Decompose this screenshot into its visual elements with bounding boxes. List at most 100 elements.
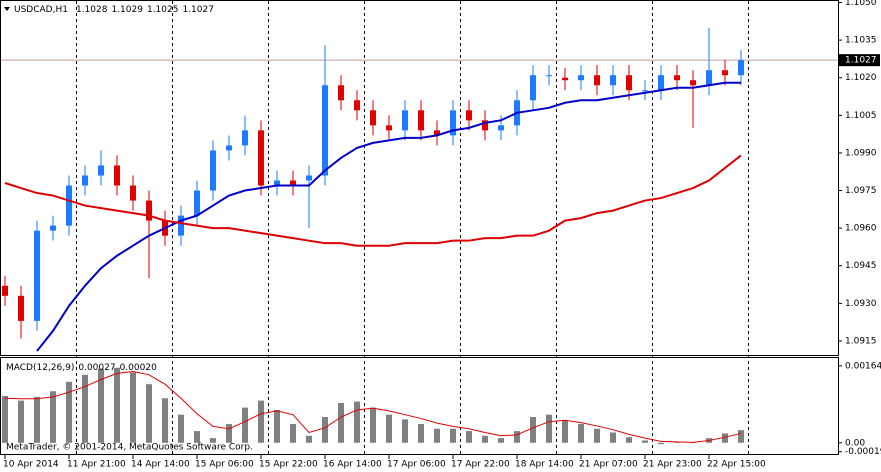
candle-body xyxy=(642,90,648,92)
menu-triangle xyxy=(4,7,10,11)
x-tick-label: 14 Apr 14:00 xyxy=(131,460,190,470)
last-price-label: 1.1027 xyxy=(845,56,877,66)
main-panel-frame xyxy=(0,0,839,356)
macd-bar xyxy=(130,372,136,443)
macd-bar xyxy=(290,424,296,443)
candle-body xyxy=(482,120,488,131)
candle-body xyxy=(274,180,280,186)
macd-bar xyxy=(50,391,56,443)
candle-body xyxy=(178,215,184,236)
candle-body xyxy=(146,200,152,221)
macd-bar xyxy=(178,414,184,443)
macd-bar xyxy=(306,435,312,443)
macd-bar xyxy=(418,424,424,443)
macd-bar xyxy=(210,438,216,443)
macd-bar xyxy=(578,424,584,443)
candle-body xyxy=(2,285,8,296)
candle-body xyxy=(722,70,728,76)
macd-bar xyxy=(482,435,488,443)
macd-bar xyxy=(402,419,408,443)
macd-bar xyxy=(98,368,104,443)
candle-body xyxy=(706,70,712,86)
candle-body xyxy=(546,75,552,77)
candle-body xyxy=(338,85,344,101)
macd-bar xyxy=(562,420,568,443)
header-text: USDCAD,H1 xyxy=(14,5,68,15)
x-tick-label: 15 Apr 06:00 xyxy=(195,460,254,470)
macd-bar xyxy=(514,431,520,443)
macd-bar xyxy=(354,401,360,443)
macd-bar xyxy=(434,428,440,443)
x-tick-label: 15 Apr 22:00 xyxy=(259,460,318,470)
candle-body xyxy=(578,75,584,81)
candle-body xyxy=(434,130,440,136)
x-tick-label: 11 Apr 21:00 xyxy=(67,460,126,470)
macd-bar xyxy=(258,400,264,443)
x-tick-label: 16 Apr 14:00 xyxy=(323,460,382,470)
chart-header: USDCAD,H1 1.1028 1.1029 1.1025 1.1027 xyxy=(14,5,214,15)
macd-bar xyxy=(546,414,552,443)
macd-bar xyxy=(82,374,88,443)
signal-line xyxy=(4,371,742,443)
candle-body xyxy=(610,75,616,86)
candle-body xyxy=(626,75,632,91)
candle-body xyxy=(66,185,72,226)
candle-body xyxy=(194,190,200,216)
macd-bar xyxy=(594,428,600,443)
macd-bar xyxy=(658,442,664,445)
macd-bar xyxy=(66,381,72,443)
macd-bar xyxy=(274,409,280,443)
candle-body xyxy=(674,75,680,81)
header-text: 1.1029 xyxy=(111,5,143,15)
candle-body xyxy=(370,110,376,126)
macd-bar xyxy=(610,432,616,443)
macd-bar xyxy=(194,431,200,443)
candle-body xyxy=(738,60,744,76)
moving-average xyxy=(4,154,742,247)
macd-bar xyxy=(338,402,344,443)
macd-bar xyxy=(114,367,120,443)
moving-average xyxy=(36,81,741,352)
macd-bar xyxy=(226,424,232,443)
x-tick-label: 21 Apr 23:00 xyxy=(643,460,702,470)
candle-body xyxy=(210,150,216,191)
macd-bar xyxy=(498,438,504,443)
macd-bar xyxy=(2,395,8,443)
x-tick-label: 22 Apr 15:00 xyxy=(707,460,766,470)
macd-bar xyxy=(242,407,248,443)
x-tick-label: 17 Apr 22:00 xyxy=(451,460,510,470)
header-text: 1.1027 xyxy=(182,5,214,15)
macd-header-text: MACD(12,26,9) xyxy=(6,363,74,373)
y-tick-label: 1.1050 xyxy=(845,0,877,8)
macd-bar xyxy=(386,414,392,443)
y-tick-label: 1.1020 xyxy=(845,73,877,83)
y-tick-label: 1.0945 xyxy=(845,261,877,271)
candle-body xyxy=(130,185,136,201)
candle-body xyxy=(402,110,408,131)
x-tick-label: 10 Apr 2014 xyxy=(3,460,59,470)
macd-panel-frame xyxy=(0,357,839,455)
candle-body xyxy=(354,100,360,111)
candle-body xyxy=(258,130,264,186)
candle-body xyxy=(82,175,88,186)
candle-body xyxy=(530,75,536,101)
candle-body xyxy=(50,225,56,231)
day-separators xyxy=(76,1,749,455)
y-tick-label: 1.0990 xyxy=(845,148,877,158)
macd-bar xyxy=(530,417,536,443)
candle-body xyxy=(594,75,600,86)
y-tick-label: 0.00 xyxy=(845,438,865,448)
macd-bar xyxy=(18,400,24,443)
y-tick-label: 1.0975 xyxy=(845,186,877,196)
candle-body xyxy=(498,125,504,131)
header-text: 1.1028 xyxy=(76,5,108,15)
macd-header-text: 0.00027 xyxy=(78,363,115,373)
y-tick-label: 1.0960 xyxy=(845,224,877,234)
y-tick-label: 1.1035 xyxy=(845,36,877,46)
candle-body xyxy=(114,165,120,186)
candle-body xyxy=(242,130,248,146)
x-tick-label: 18 Apr 14:00 xyxy=(515,460,574,470)
macd-bar xyxy=(626,437,632,443)
watermark: MetaTrader, © 2001-2014, MetaQuotes Soft… xyxy=(6,443,253,453)
